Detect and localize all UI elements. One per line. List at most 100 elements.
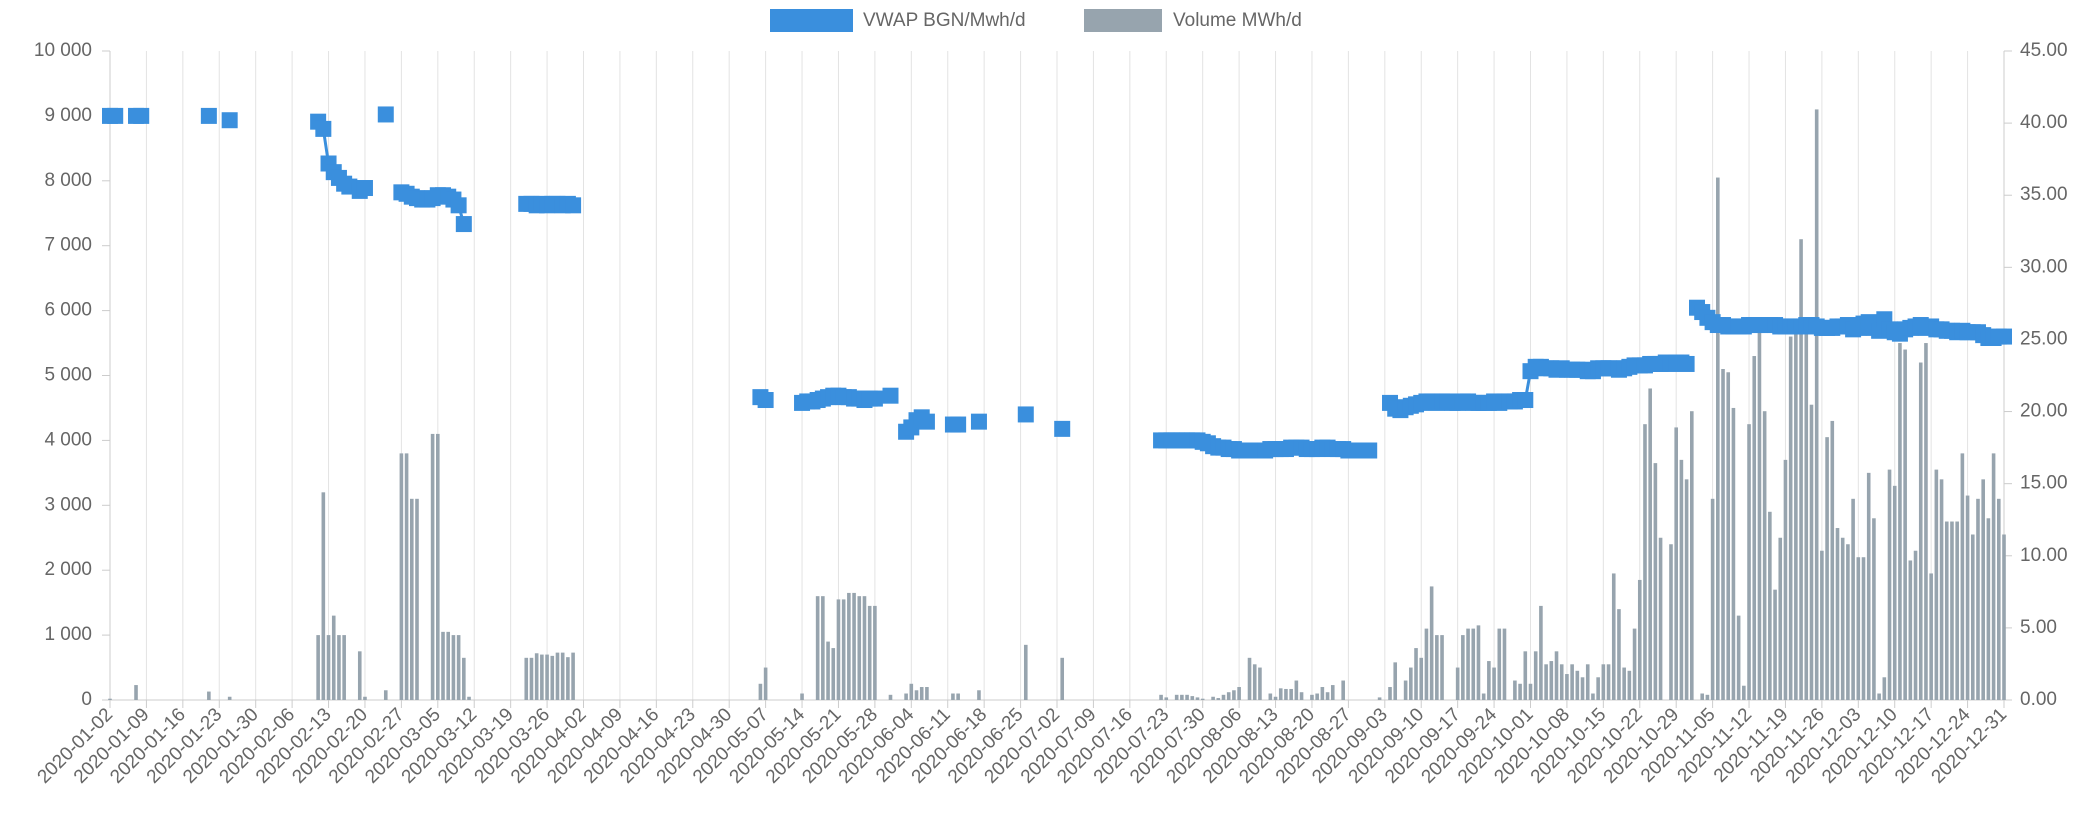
bar xyxy=(1892,485,1897,700)
point xyxy=(1361,442,1378,459)
bar xyxy=(1377,697,1382,700)
y2-tick-label: 35.00 xyxy=(2020,184,2068,205)
point xyxy=(356,180,373,197)
legend-label[interactable]: VWAP BGN/Mwh/d xyxy=(863,10,1026,31)
bar xyxy=(207,691,211,700)
bar xyxy=(357,651,362,700)
bar xyxy=(1762,411,1767,700)
bar xyxy=(1601,664,1606,700)
bar xyxy=(1955,521,1959,700)
bar xyxy=(1419,657,1424,700)
bar xyxy=(1877,693,1881,700)
legend-swatch[interactable] xyxy=(770,9,853,32)
y2-tick-label: 0.00 xyxy=(2020,689,2057,710)
bar xyxy=(1440,635,1444,700)
bar xyxy=(1060,657,1065,700)
bar xyxy=(560,652,565,700)
point xyxy=(133,107,150,124)
bar xyxy=(831,648,836,700)
bar xyxy=(446,631,451,700)
bar xyxy=(436,433,440,700)
bar xyxy=(1996,498,2001,700)
bar xyxy=(1700,693,1705,700)
bar xyxy=(1533,651,1538,700)
bar xyxy=(1861,557,1866,700)
bar xyxy=(456,635,461,700)
legend-label[interactable]: Volume MWh/d xyxy=(1173,10,1302,31)
bar xyxy=(1684,479,1689,700)
bar xyxy=(1325,692,1330,700)
bar xyxy=(1330,685,1335,700)
bar xyxy=(441,631,445,700)
bar xyxy=(1965,495,1970,700)
bar xyxy=(1174,694,1179,700)
bar xyxy=(1783,459,1788,700)
bar xyxy=(1794,330,1798,700)
bar xyxy=(1721,369,1725,700)
bar xyxy=(1023,644,1028,700)
bar xyxy=(1315,693,1319,700)
y-tick-label: 1 000 xyxy=(44,624,92,645)
bar xyxy=(1247,657,1252,700)
bar xyxy=(852,592,856,700)
bar xyxy=(1497,628,1502,700)
bar xyxy=(1278,688,1283,700)
bar xyxy=(1273,696,1278,700)
bar xyxy=(1804,323,1809,700)
bar xyxy=(1872,518,1876,700)
bar xyxy=(909,683,914,700)
bar xyxy=(1903,349,1907,700)
bar xyxy=(550,655,555,700)
bar xyxy=(1986,518,1991,700)
bar xyxy=(321,492,326,700)
bar xyxy=(1409,667,1413,700)
bar xyxy=(1908,560,1913,700)
bar xyxy=(1622,667,1626,700)
bar xyxy=(1835,528,1840,700)
bar xyxy=(1492,667,1496,700)
bar xyxy=(1825,437,1829,700)
bar xyxy=(337,635,341,700)
bar xyxy=(1180,694,1184,700)
bar xyxy=(545,654,549,700)
bar xyxy=(1866,472,1871,700)
bar xyxy=(821,596,825,700)
y2-tick-label: 45.00 xyxy=(2020,40,2068,61)
bar xyxy=(1991,453,1996,700)
y-tick-label: 2 000 xyxy=(44,559,92,580)
bar xyxy=(1513,680,1517,700)
bar xyxy=(555,652,560,700)
point xyxy=(450,197,467,214)
bar xyxy=(1461,635,1465,700)
bar xyxy=(363,696,367,700)
point xyxy=(377,106,394,123)
bar xyxy=(1200,698,1205,700)
bar xyxy=(1898,343,1902,700)
y2-tick-label: 25.00 xyxy=(2020,328,2068,349)
bar xyxy=(1606,664,1611,700)
bar xyxy=(1523,651,1528,700)
bar xyxy=(108,698,112,700)
bar xyxy=(342,635,346,700)
bar xyxy=(1284,688,1288,700)
bar xyxy=(1851,498,1855,700)
bar xyxy=(1528,683,1533,700)
bar xyxy=(815,596,820,700)
y2-tick-label: 10.00 xyxy=(2020,545,2068,566)
bar xyxy=(1981,479,1985,700)
bar xyxy=(862,596,867,700)
bar xyxy=(1211,696,1215,700)
bar xyxy=(467,696,471,700)
bar xyxy=(1190,696,1195,700)
bar xyxy=(409,498,414,700)
bar xyxy=(1617,609,1621,700)
bar xyxy=(540,654,544,700)
bar xyxy=(1388,687,1392,700)
bar xyxy=(2002,534,2006,700)
legend-swatch[interactable] xyxy=(1084,9,1162,32)
point xyxy=(918,413,935,430)
bar xyxy=(1705,694,1710,700)
point xyxy=(1517,392,1534,409)
bar xyxy=(1159,694,1163,700)
bar xyxy=(1809,404,1814,700)
